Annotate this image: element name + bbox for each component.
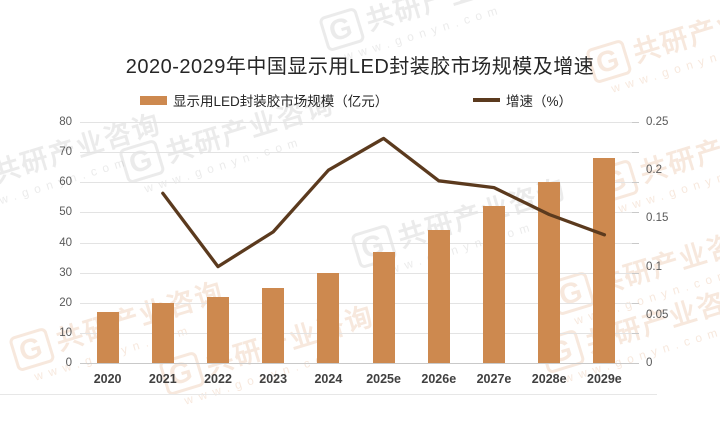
right-axis-tick-label: 0.1 bbox=[646, 260, 662, 273]
right-axis-tick bbox=[632, 122, 639, 123]
left-axis-tick-label: 40 bbox=[59, 236, 72, 249]
legend-item-market-size: 显示用LED封装胶市场规模（亿元） bbox=[140, 91, 388, 109]
legend-market-size-label: 显示用LED封装胶市场规模（亿元） bbox=[173, 94, 389, 109]
gridline bbox=[80, 272, 632, 274]
bar-swatch-icon bbox=[140, 95, 167, 105]
left-axis-tick-label: 70 bbox=[59, 146, 72, 159]
left-axis-tick-label: 60 bbox=[59, 176, 72, 189]
left-axis-tick-label: 30 bbox=[59, 266, 72, 279]
gridline bbox=[80, 302, 632, 304]
right-axis-tick bbox=[632, 242, 639, 244]
right-axis-tick-label: 0.2 bbox=[646, 164, 662, 177]
watermark-logo-icon: G bbox=[318, 6, 366, 53]
x-axis-category-label: 2021 bbox=[148, 372, 177, 386]
x-axis-category-label: 2027e bbox=[476, 372, 512, 386]
right-axis-tick bbox=[632, 272, 639, 274]
x-axis-category-label: 2020 bbox=[93, 372, 122, 386]
right-axis-tick bbox=[632, 182, 639, 184]
gridline bbox=[80, 122, 632, 123]
x-axis-category-label: 2024 bbox=[314, 372, 343, 386]
left-axis-tick-label: 80 bbox=[59, 116, 72, 128]
chart-bottom-border bbox=[0, 394, 657, 395]
left-axis-tick-label: 10 bbox=[59, 326, 72, 339]
market-size-bar bbox=[538, 182, 561, 363]
legend-item-growth: 增速（%） bbox=[473, 91, 572, 109]
watermark-brand-text: 共研产业咨询 bbox=[52, 276, 228, 357]
right-axis-tick bbox=[632, 212, 639, 214]
market-size-bar bbox=[372, 251, 395, 363]
watermark-site-text: www.gonyn.com bbox=[572, 266, 720, 329]
market-size-bar bbox=[317, 272, 340, 363]
x-axis-category-label: 2028e bbox=[531, 372, 567, 386]
watermark-brand-text: 共研产业咨询 bbox=[0, 108, 165, 189]
left-axis-tick-label: 0 bbox=[65, 357, 72, 369]
x-axis-category-label: 2029e bbox=[587, 372, 622, 386]
x-axis-category-label: 2022 bbox=[204, 372, 232, 386]
gridline bbox=[80, 332, 632, 334]
market-size-bar bbox=[483, 206, 505, 363]
right-axis-tick-label: 0.25 bbox=[646, 116, 669, 128]
watermark-logo-icon: G bbox=[118, 138, 166, 185]
x-axis-line bbox=[80, 363, 632, 364]
right-axis-tick-label: 0 bbox=[646, 357, 653, 369]
right-axis-tick-label: 0.05 bbox=[646, 308, 669, 321]
market-size-bar bbox=[96, 311, 119, 363]
watermark-site-text: www.gonyn.com bbox=[142, 134, 305, 197]
right-axis-tick-label: 0.15 bbox=[646, 212, 669, 225]
right-axis-tick bbox=[632, 152, 639, 154]
market-size-bar bbox=[427, 230, 450, 363]
market-size-bar bbox=[207, 296, 229, 363]
line-swatch-icon bbox=[473, 98, 500, 102]
x-axis-category-label: 2025e bbox=[366, 372, 401, 386]
left-axis-tick-label: 20 bbox=[59, 296, 72, 309]
gridline bbox=[80, 152, 632, 154]
right-axis-tick bbox=[632, 363, 639, 364]
right-axis-tick bbox=[632, 332, 639, 334]
market-size-bar bbox=[151, 302, 174, 363]
legend-growth-label: 增速（%） bbox=[506, 94, 573, 109]
x-axis-category-label: 2026e bbox=[421, 372, 457, 386]
right-axis-tick bbox=[632, 302, 639, 304]
chart-title: 2020-2029年中国显示用LED封装胶市场规模及增速 bbox=[125, 56, 595, 78]
market-size-bar bbox=[593, 158, 616, 363]
left-axis-tick-label: 50 bbox=[59, 206, 72, 219]
x-axis-category-label: 2023 bbox=[259, 372, 288, 386]
market-size-bar bbox=[262, 287, 285, 363]
watermark-brand-text: 共研产业咨询 bbox=[362, 0, 537, 36]
